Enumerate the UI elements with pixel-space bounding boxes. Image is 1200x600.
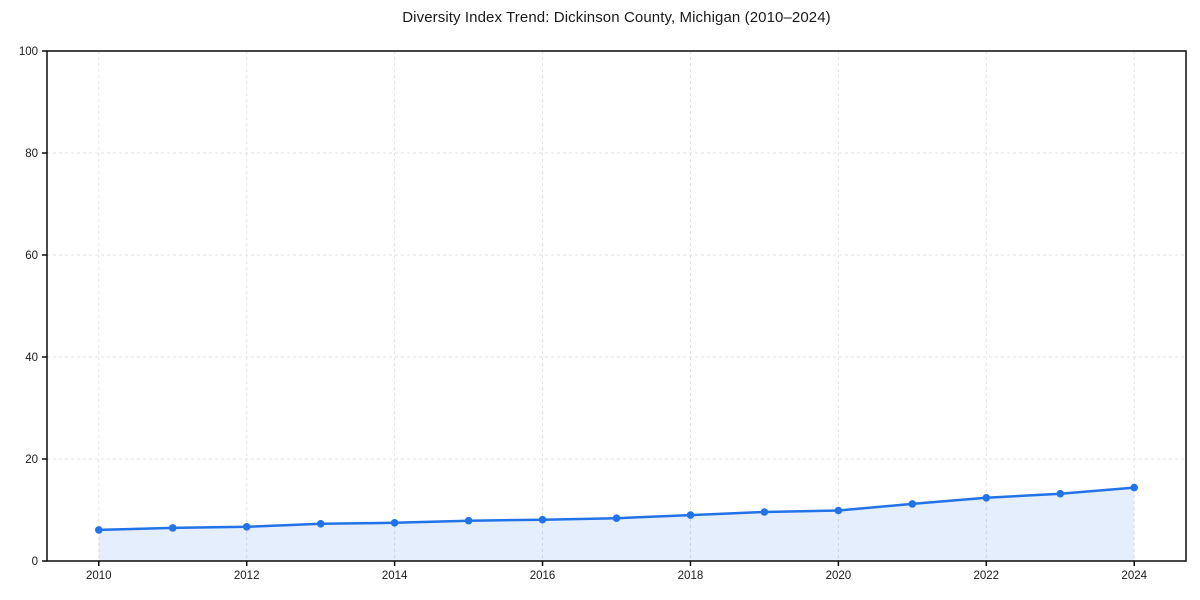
plot-border bbox=[46, 50, 1187, 562]
x-tick-label-2012: 2012 bbox=[234, 570, 260, 582]
data-point-2018 bbox=[686, 511, 695, 519]
data-point-2013 bbox=[316, 520, 325, 528]
x-tick-label-2014: 2014 bbox=[382, 570, 408, 582]
data-point-2019 bbox=[760, 508, 769, 516]
area-fill bbox=[98, 487, 1135, 561]
data-point-2020 bbox=[834, 506, 843, 515]
data-point-2021 bbox=[908, 500, 917, 508]
y-tick-label-40: 40 bbox=[25, 352, 38, 364]
data-point-2016 bbox=[538, 515, 547, 524]
data-point-2012 bbox=[242, 523, 251, 531]
data-point-2017 bbox=[612, 514, 621, 522]
y-tick-label-20: 20 bbox=[25, 454, 38, 466]
chart-title: Diversity Index Trend: Dickinson County,… bbox=[402, 9, 831, 26]
x-tick-label-2010: 2010 bbox=[86, 570, 112, 582]
data-point-2023 bbox=[1056, 489, 1065, 498]
data-point-2024 bbox=[1130, 483, 1138, 492]
y-tick-label-80: 80 bbox=[25, 148, 38, 160]
y-tick-label-100: 100 bbox=[19, 46, 38, 58]
data-point-2014 bbox=[390, 519, 399, 527]
x-tick-label-2020: 2020 bbox=[826, 570, 852, 582]
x-tick-label-2022: 2022 bbox=[974, 570, 1000, 582]
data-point-2022 bbox=[982, 494, 991, 502]
x-tick-label-2018: 2018 bbox=[678, 570, 704, 582]
x-tick-label-2016: 2016 bbox=[530, 570, 556, 582]
y-tick-label-60: 60 bbox=[25, 250, 38, 262]
data-point-2011 bbox=[168, 524, 177, 532]
data-point-2010 bbox=[95, 526, 103, 534]
x-tick-label-2024: 2024 bbox=[1121, 570, 1147, 582]
y-tick-label-0: 0 bbox=[32, 556, 38, 568]
data-point-2015 bbox=[464, 516, 473, 525]
